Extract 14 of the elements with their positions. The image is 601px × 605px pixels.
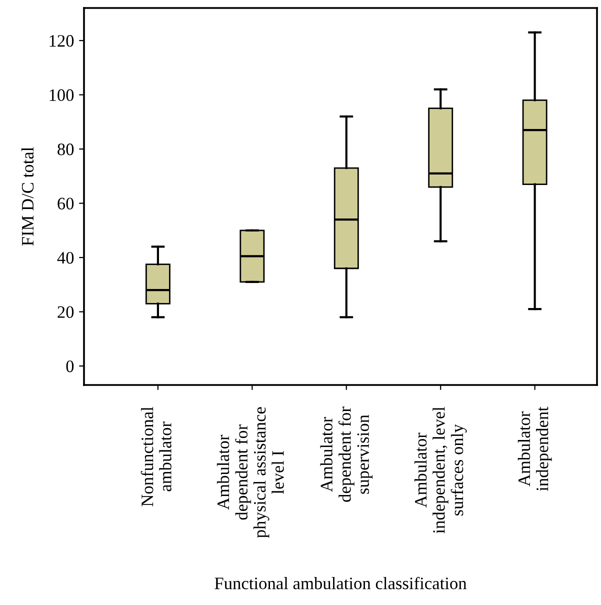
x-axis-title: Functional ambulation classification [214,576,467,590]
y-tick-label: 40 [57,252,74,264]
y-tick-label: 20 [58,306,74,318]
x-tick-label: Ambulator dependent for physical assistance level I [216,407,284,538]
y-tick-label: 100 [50,89,74,101]
y-tick-label: 60 [58,198,74,210]
x-tick-label: Ambulator dependent for supervision [320,406,373,502]
x-tick-label: Ambulator independent [518,406,552,492]
x-tick-label: Nonfunctional ambulator [140,406,172,506]
y-axis-title: FIM D/C total [21,147,34,246]
x-tick-label: Ambulator independent, level surfaces only [414,406,467,534]
y-tick-label: 0 [66,360,74,372]
y-tick-label: 80 [58,144,74,156]
y-tick-label: 120 [50,35,74,47]
